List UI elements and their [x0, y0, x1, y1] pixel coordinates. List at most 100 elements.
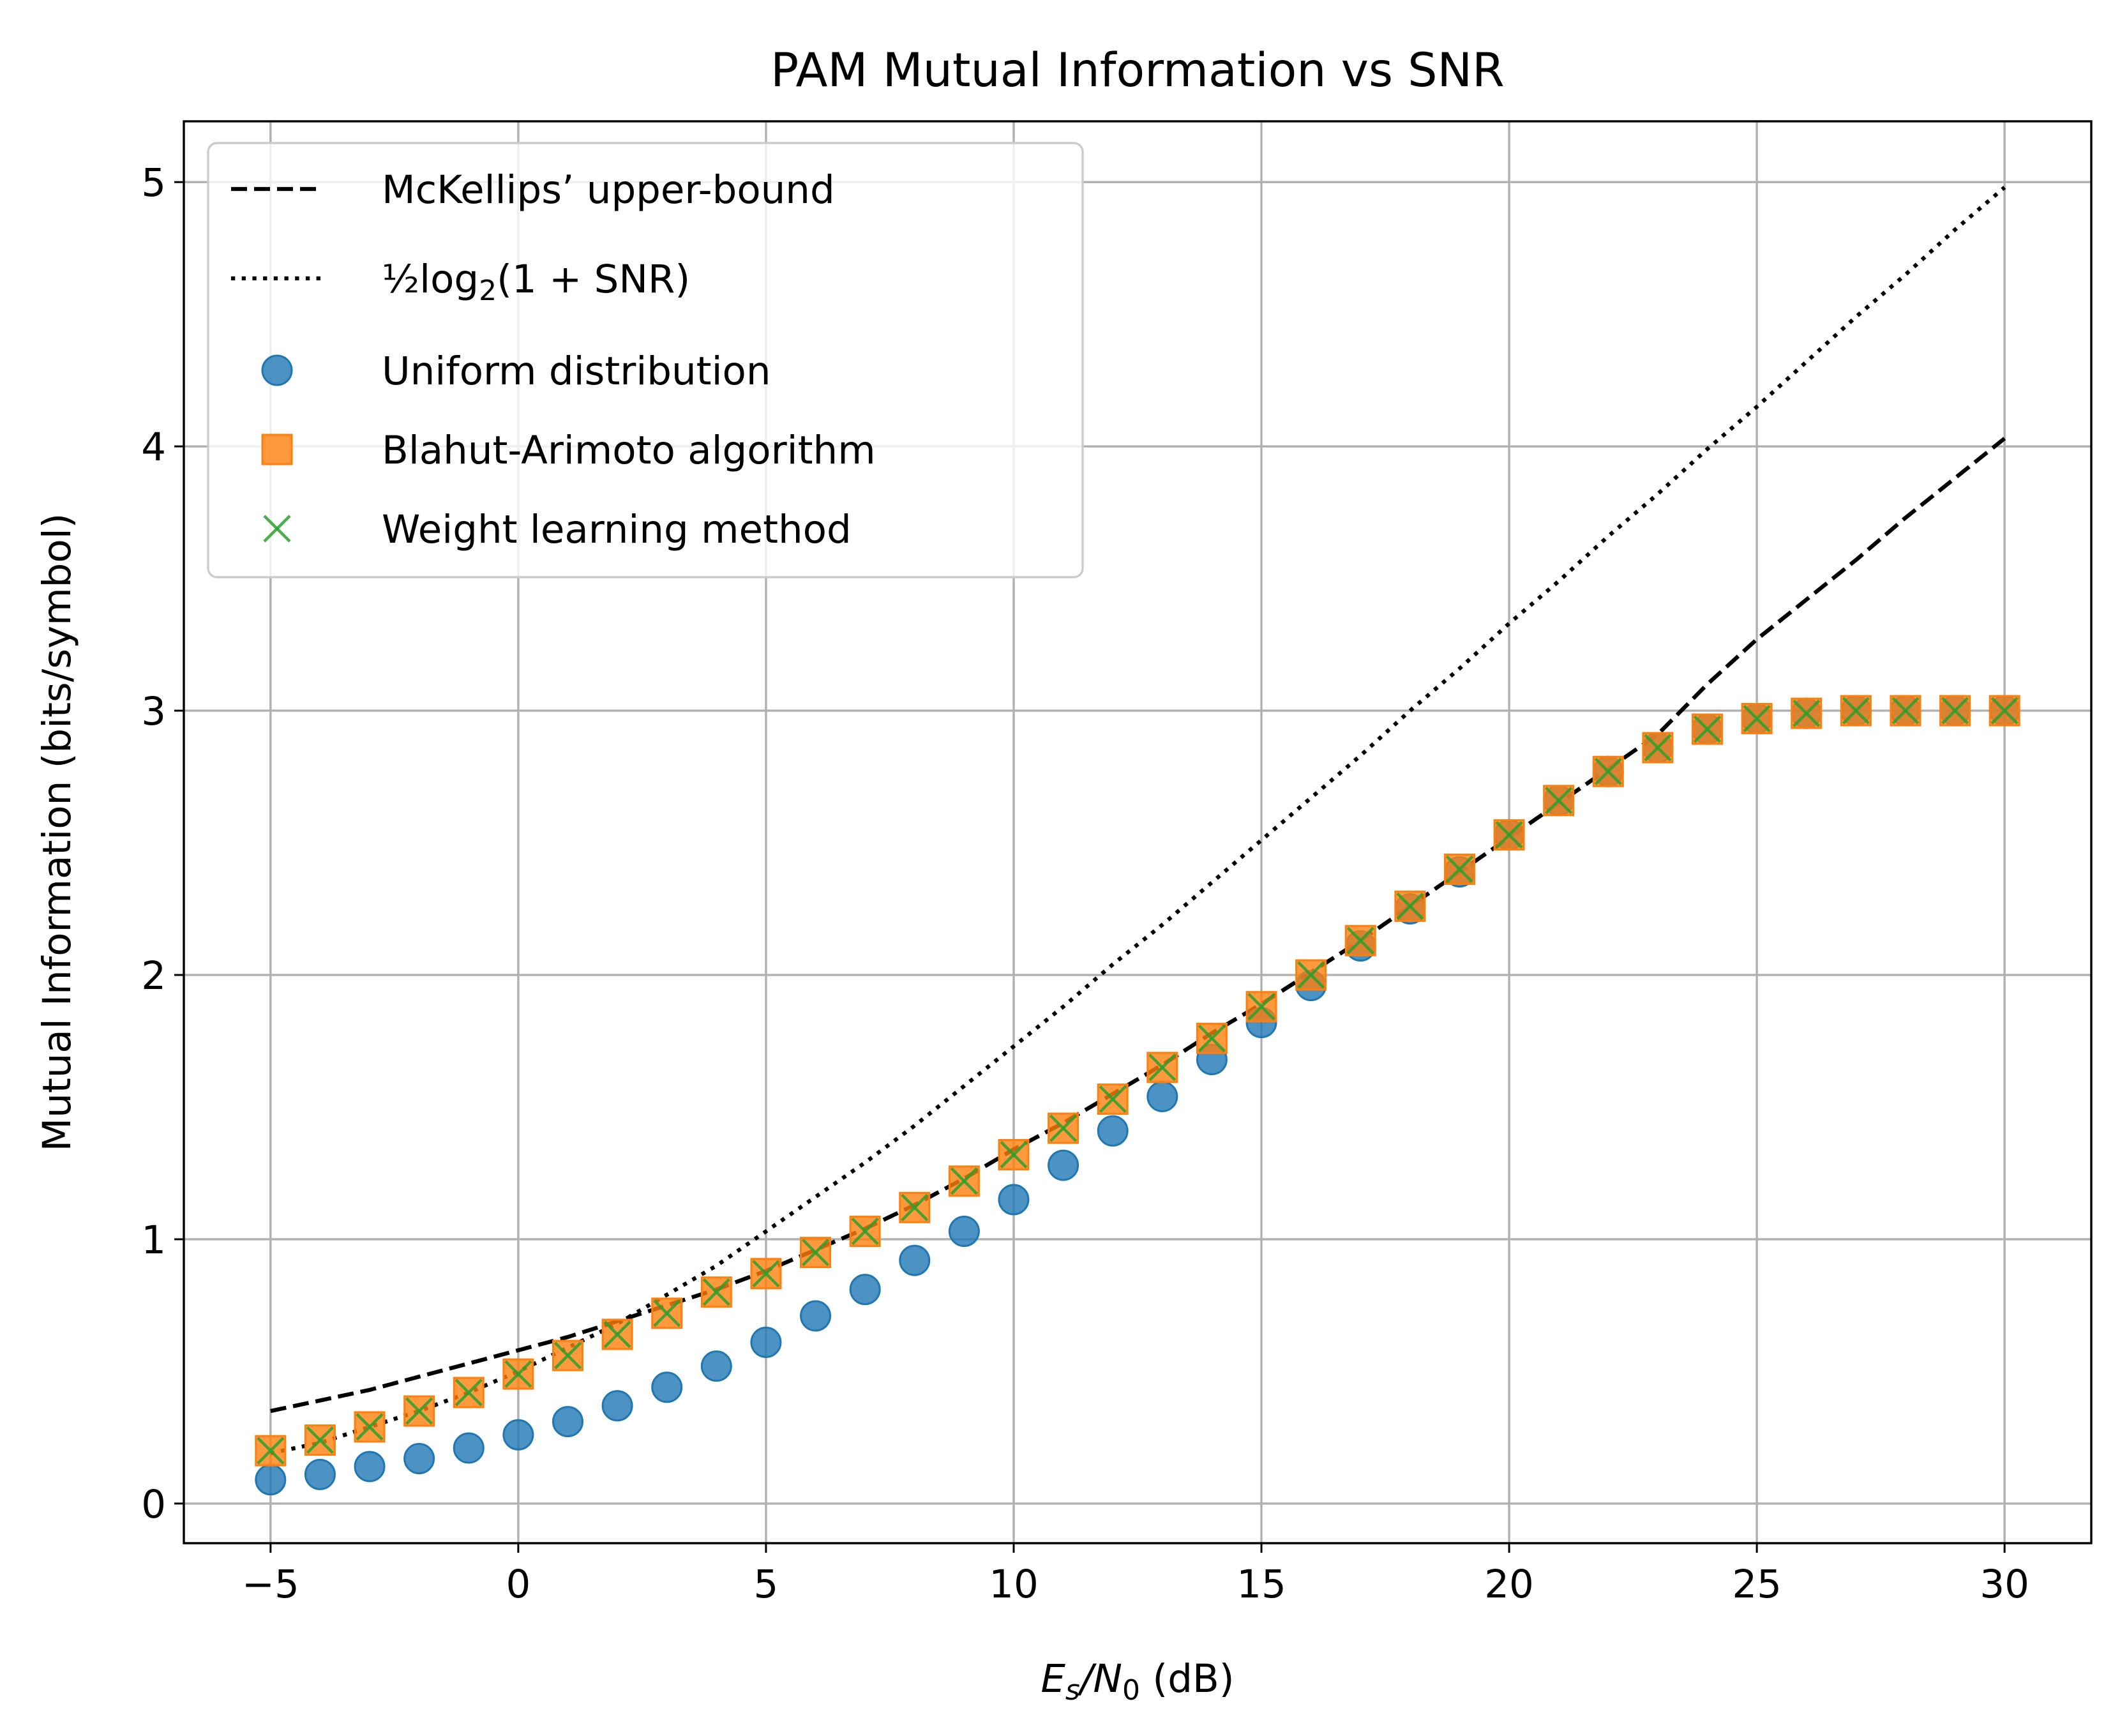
y-tick-label: 5 — [141, 160, 166, 206]
data-point — [356, 1413, 384, 1441]
data-point — [1941, 697, 1969, 725]
y-tick-label: 0 — [141, 1482, 166, 1527]
x-marker-stroke — [702, 1278, 730, 1306]
chart-title: PAM Mutual Information vs SNR — [771, 43, 1505, 98]
data-point — [1099, 1085, 1127, 1113]
legend-entry-label: Uniform distribution — [382, 349, 771, 394]
data-point — [1000, 1140, 1028, 1169]
x-marker-stroke — [1793, 699, 1821, 727]
series-line-s1 — [270, 186, 2006, 1456]
data-point — [849, 1274, 881, 1306]
data-point — [651, 1371, 683, 1403]
data-point — [1247, 993, 1275, 1021]
x-marker-stroke — [801, 1239, 830, 1267]
legend-entry-label: McKellips’ upper-bound — [382, 167, 835, 213]
x-marker-stroke — [455, 1378, 483, 1407]
legend-entry-label: Weight learning method — [382, 507, 852, 552]
data-point — [405, 1397, 433, 1425]
x-marker-stroke — [306, 1426, 335, 1454]
legend-marker-swatch — [261, 434, 293, 465]
x-tick-label: 0 — [506, 1562, 530, 1607]
data-point — [1346, 926, 1374, 955]
data-point — [1198, 1024, 1226, 1052]
data-point — [950, 1167, 978, 1195]
x-marker-stroke — [603, 1320, 631, 1348]
data-point — [1146, 1080, 1178, 1112]
y-axis-label: Mutual Information (bits/symbol) — [34, 513, 80, 1152]
x-marker-stroke — [851, 1217, 879, 1246]
data-point — [1148, 1053, 1177, 1082]
data-point — [603, 1320, 631, 1348]
x-marker-stroke — [1297, 961, 1325, 989]
x-marker-stroke — [1495, 821, 1523, 849]
x-marker-stroke — [1891, 697, 1920, 725]
data-point — [1842, 697, 1870, 725]
data-point — [403, 1443, 435, 1475]
x-marker-stroke — [1000, 1140, 1028, 1169]
x-tick-label: 30 — [1980, 1562, 2029, 1607]
x-tick-label: −5 — [242, 1562, 299, 1607]
data-point — [552, 1406, 583, 1438]
data-point — [801, 1239, 830, 1267]
x-marker-stroke — [405, 1397, 433, 1425]
data-point — [702, 1278, 730, 1306]
x-marker-stroke — [1198, 1024, 1226, 1052]
y-tick-label: 1 — [141, 1218, 166, 1263]
data-point — [1891, 697, 1920, 725]
data-point — [1495, 821, 1523, 849]
plot-series — [255, 186, 2020, 1496]
x-tick-label: 15 — [1237, 1562, 1286, 1607]
x-marker-stroke — [263, 515, 291, 543]
x-marker-stroke — [1545, 787, 1573, 815]
x-marker-stroke — [1099, 1085, 1127, 1113]
x-marker-stroke — [1644, 734, 1672, 762]
x-marker-stroke — [356, 1413, 384, 1441]
data-point — [601, 1390, 633, 1422]
data-point — [455, 1378, 483, 1407]
data-point — [306, 1426, 335, 1454]
x-tick-label: 25 — [1732, 1562, 1782, 1607]
x-marker-stroke — [1594, 757, 1622, 785]
data-point — [304, 1458, 336, 1490]
x-marker-stroke — [1990, 697, 2019, 725]
series-line-s0 — [270, 437, 2006, 1414]
data-point — [1545, 787, 1573, 815]
data-point — [800, 1300, 832, 1332]
data-point — [553, 1341, 582, 1370]
data-point — [1743, 704, 1771, 733]
data-point — [504, 1360, 532, 1388]
x-marker-stroke — [1148, 1053, 1177, 1082]
y-tick-label: 4 — [141, 425, 166, 470]
x-tick-label: 20 — [1484, 1562, 1534, 1607]
x-marker-stroke — [1693, 715, 1722, 743]
data-point — [899, 1244, 931, 1276]
legend-entry-label: ½log2(1 + SNR) — [382, 257, 690, 307]
data-point — [453, 1432, 485, 1464]
x-marker-stroke — [257, 1437, 285, 1465]
data-point — [1644, 734, 1672, 762]
x-marker-stroke — [1743, 704, 1771, 733]
ticks: −5 0 5 10 15 20 25 30 0 1 2 3 4 5 — [141, 160, 2029, 1607]
data-point — [1793, 699, 1821, 727]
data-point — [948, 1216, 980, 1248]
x-marker-stroke — [553, 1341, 582, 1370]
data-point — [255, 1464, 287, 1496]
data-point — [1990, 697, 2019, 725]
data-point — [1445, 855, 1474, 884]
x-axis-label: Es/N0 (dB) — [1041, 1656, 1234, 1707]
x-tick-label: 10 — [989, 1562, 1039, 1607]
x-marker-stroke — [1445, 855, 1474, 884]
x-marker-stroke — [1049, 1114, 1078, 1142]
x-marker-stroke — [653, 1299, 681, 1327]
legend: McKellips’ upper-bound ½log2(1 + SNR) Unif… — [207, 142, 1084, 578]
x-marker-stroke — [1247, 993, 1275, 1021]
y-tick-label: 3 — [141, 689, 166, 734]
data-point — [1693, 715, 1722, 743]
x-marker-stroke — [1346, 926, 1374, 955]
data-point — [752, 1260, 780, 1288]
axes-frame — [183, 120, 2093, 1544]
x-tick-label: 5 — [754, 1562, 779, 1607]
x-marker-stroke — [901, 1193, 929, 1221]
data-point — [1594, 757, 1622, 785]
